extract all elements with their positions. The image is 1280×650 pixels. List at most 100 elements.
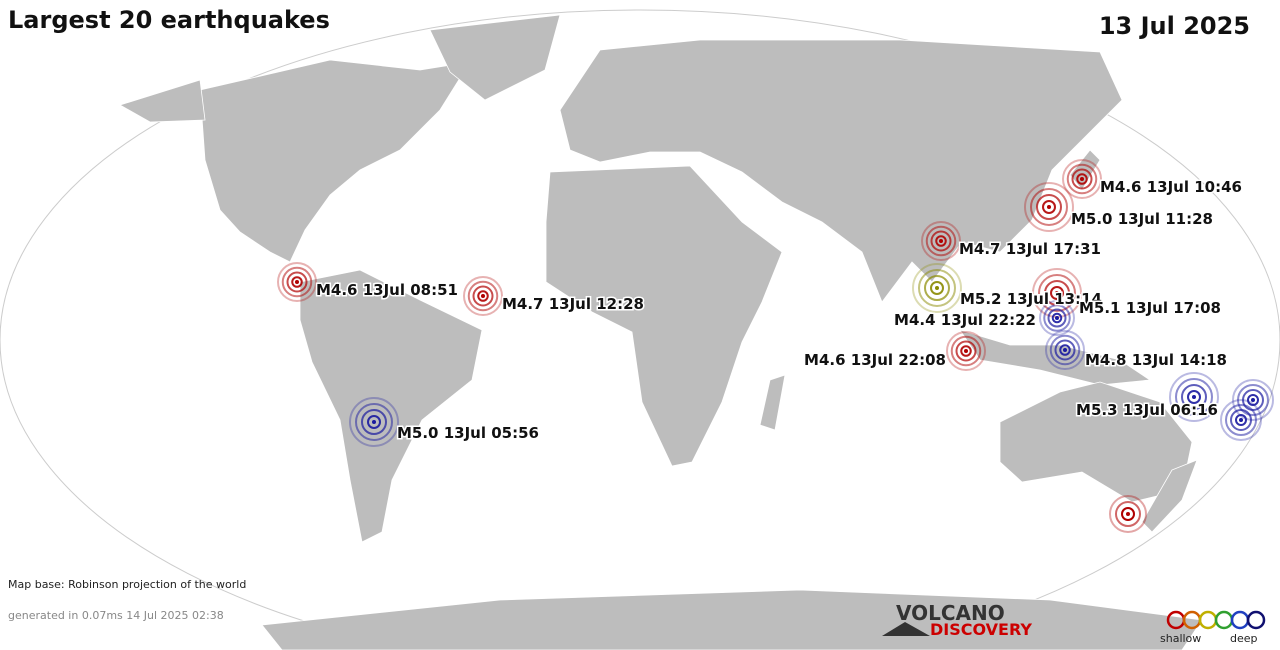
quake-marker [1062,159,1102,199]
quake-ring [1049,334,1081,366]
quake-ring [912,263,962,313]
quake-ring [349,397,399,447]
quake-ring [921,221,961,261]
quake-center [1192,395,1196,399]
quake-ring [1045,330,1085,370]
quake-ring [1062,159,1102,199]
quake-ring [467,280,499,312]
quake-ring [924,275,950,301]
quake-ring [1030,188,1068,226]
quake-label: M4.8 13Jul 14:18 [1085,351,1227,369]
quake-ring [1225,404,1257,436]
quake-center [1239,418,1243,422]
quake-ring [1187,390,1201,404]
south-america [299,269,483,543]
quake-center [1063,348,1067,352]
quake-ring [930,230,952,252]
quake-ring [286,271,308,293]
quake-ring [950,335,982,367]
quake-ring [277,262,317,302]
quake-ring [1247,394,1259,406]
quake-ring [1066,163,1098,195]
quake-center [1047,205,1051,209]
quake-ring [1235,414,1247,426]
quake-label: M5.0 13Jul 05:56 [397,424,539,442]
quake-ring [463,276,503,316]
quake-label: M4.7 13Jul 17:31 [959,240,1101,258]
antarctica [261,589,1203,650]
quake-ring [477,290,489,302]
quake-ring [1220,399,1262,441]
quake-ring [935,235,947,247]
quake-ring [1071,168,1093,190]
quake-center [1251,398,1255,402]
logo-line1: VOLCANO [896,601,1005,625]
quake-marker [349,397,399,447]
quake-label: M4.6 13Jul 08:51 [316,281,458,299]
quake-marker [1039,300,1075,336]
quake-marker [1024,182,1074,232]
quake-ring [1232,379,1274,421]
legend-shallow: shallow [1160,632,1201,645]
quake-label: M4.6 13Jul 22:08 [804,351,946,369]
map-title: Largest 20 earthquakes [8,6,330,34]
quake-marker [463,276,503,316]
quake-ring [361,409,387,435]
quake-ring [918,269,956,307]
quake-ring [1051,312,1063,324]
quake-marker [946,331,986,371]
quake-marker [921,221,961,261]
quake-ring [472,285,494,307]
quake-ring [955,340,977,362]
quake-ring [281,266,313,298]
indonesia [959,329,1152,386]
greenland [429,14,561,101]
quake-ring [1054,339,1076,361]
quake-ring [1230,409,1252,431]
quake-ring [1169,372,1219,422]
quake-ring [1039,300,1075,336]
world-map [0,9,1280,650]
quake-center [372,420,376,424]
depth-legend: shallow deep [1160,610,1266,645]
quake-center [295,280,299,284]
quake-ring [1024,182,1074,232]
quake-ring [1050,286,1064,300]
quake-ring [1237,384,1269,416]
quake-ring [1047,308,1067,328]
quake-ring [355,403,393,441]
new-zealand [1141,459,1198,533]
quake-label: M5.1 13Jul 17:08 [1079,299,1221,317]
north-america [199,59,471,263]
quake-center [1080,177,1084,181]
quake-center [481,294,485,298]
quake-marker [1109,495,1147,533]
map-date: 13 Jul 2025 [1099,12,1250,40]
quake-ring [1038,274,1076,312]
quake-center [1055,291,1059,295]
quake-ring [1059,344,1071,356]
quake-ring [930,281,944,295]
alaska [119,79,206,123]
quake-ring [946,331,986,371]
quake-label: M5.3 13Jul 06:16 [1076,401,1218,419]
logo: VOLCANO DISCOVERY [882,601,1032,639]
generated-note: generated in 0.07ms 14 Jul 2025 02:38 [8,609,224,622]
quake-label: M5.2 13Jul 13:14 [960,290,1102,308]
quake-marker [912,263,962,313]
quake-label: M4.6 13Jul 10:46 [1100,178,1242,196]
quake-center [939,239,943,243]
logo-line2: DISCOVERY [930,620,1032,639]
quake-ring [925,225,957,257]
africa [545,165,783,467]
quake-ring [960,345,972,357]
map-base-note: Map base: Robinson projection of the wor… [8,578,246,591]
quake-ring [1175,378,1213,416]
quake-ring [1076,173,1088,185]
eurasia [559,39,1123,303]
quake-marker [1045,330,1085,370]
quake-center [935,286,939,290]
quake-ring [1036,194,1062,220]
quake-ring [1043,304,1071,332]
